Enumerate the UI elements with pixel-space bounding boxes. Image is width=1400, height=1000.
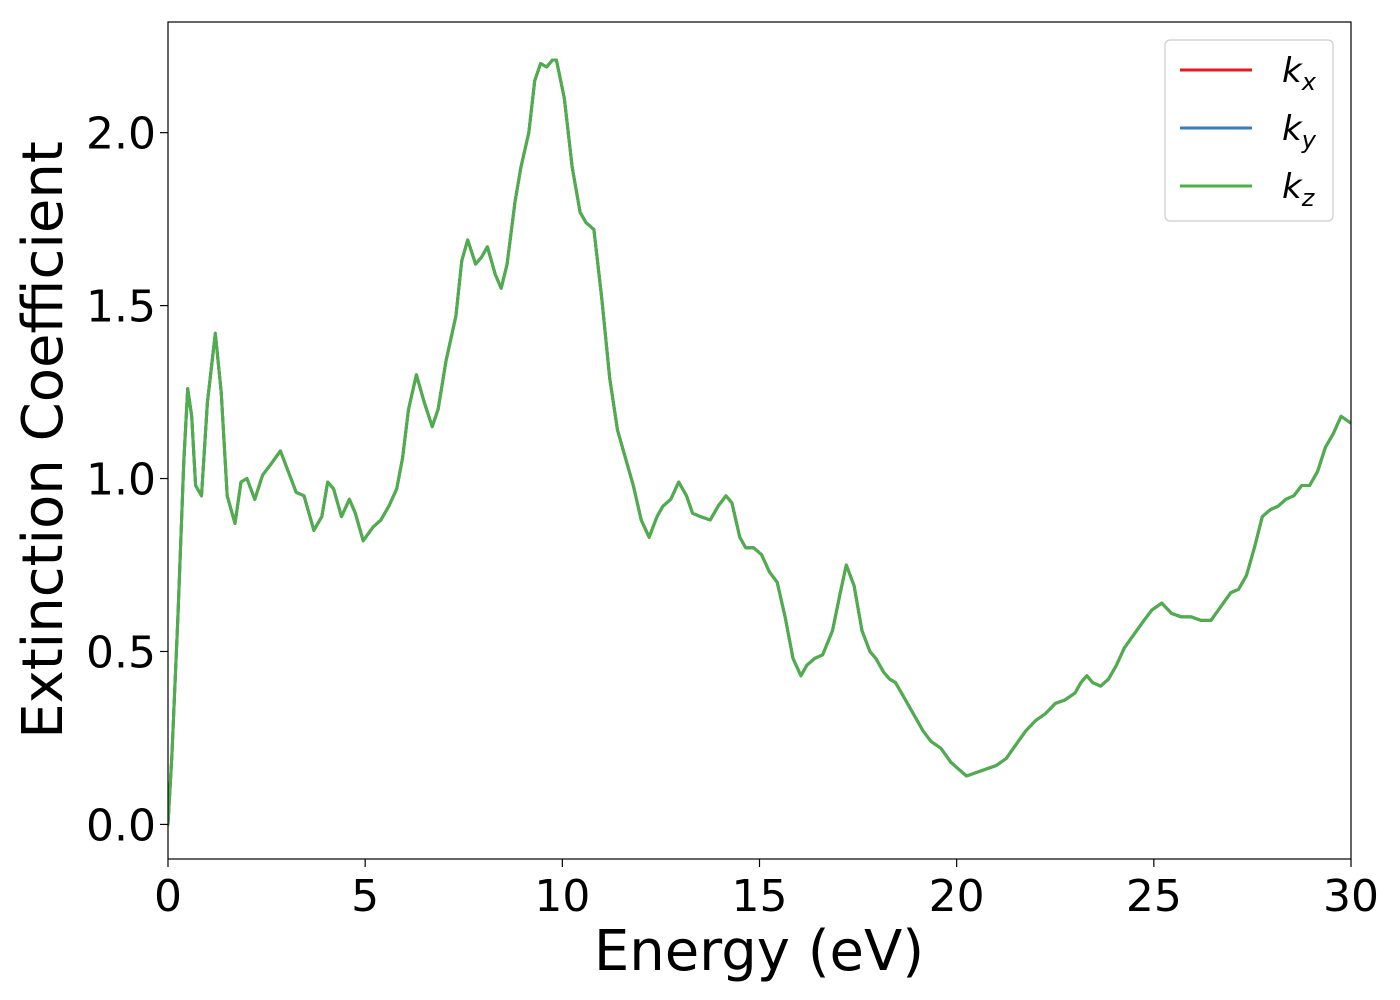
- x-tick-label: 20: [929, 871, 985, 922]
- legend-label-k-x: kx: [1282, 51, 1317, 96]
- legend-label-base: k: [1282, 167, 1303, 207]
- legend-box: [1164, 39, 1334, 222]
- legend-label-subscript: z: [1301, 184, 1316, 212]
- series-layer: [168, 58, 1351, 826]
- y-tick-label: 2.0: [86, 109, 156, 160]
- x-tick-label: 5: [351, 871, 379, 922]
- y-axis-ticks: 0.0 0.5 1.0 1.5 2.0: [86, 109, 168, 851]
- x-tick-label: 25: [1126, 871, 1182, 922]
- x-axis-label: Energy (eV): [594, 919, 924, 984]
- x-axis-ticks: 0 5 10 15 20 25 30: [154, 859, 1379, 922]
- y-tick-label: 0.0: [86, 800, 156, 851]
- x-tick-label: 10: [534, 871, 590, 922]
- legend-label-subscript: x: [1301, 68, 1317, 96]
- x-tick-label: 15: [732, 871, 788, 922]
- y-tick-label: 1.5: [86, 282, 156, 333]
- x-tick-label: 30: [1323, 871, 1379, 922]
- x-tick-label: 0: [154, 871, 182, 922]
- series-line-k-z: [168, 58, 1351, 826]
- legend-label-k-z: kz: [1282, 167, 1316, 212]
- y-tick-label: 0.5: [86, 627, 156, 678]
- y-axis-label: Extinction Coefficient: [11, 141, 76, 739]
- legend-label-base: k: [1282, 109, 1303, 149]
- y-tick-label: 1.0: [86, 455, 156, 506]
- plot-area: [168, 22, 1351, 859]
- legend-label-base: k: [1282, 51, 1303, 91]
- legend-label-k-y: ky: [1282, 109, 1317, 154]
- legend-label-subscript: y: [1301, 126, 1317, 154]
